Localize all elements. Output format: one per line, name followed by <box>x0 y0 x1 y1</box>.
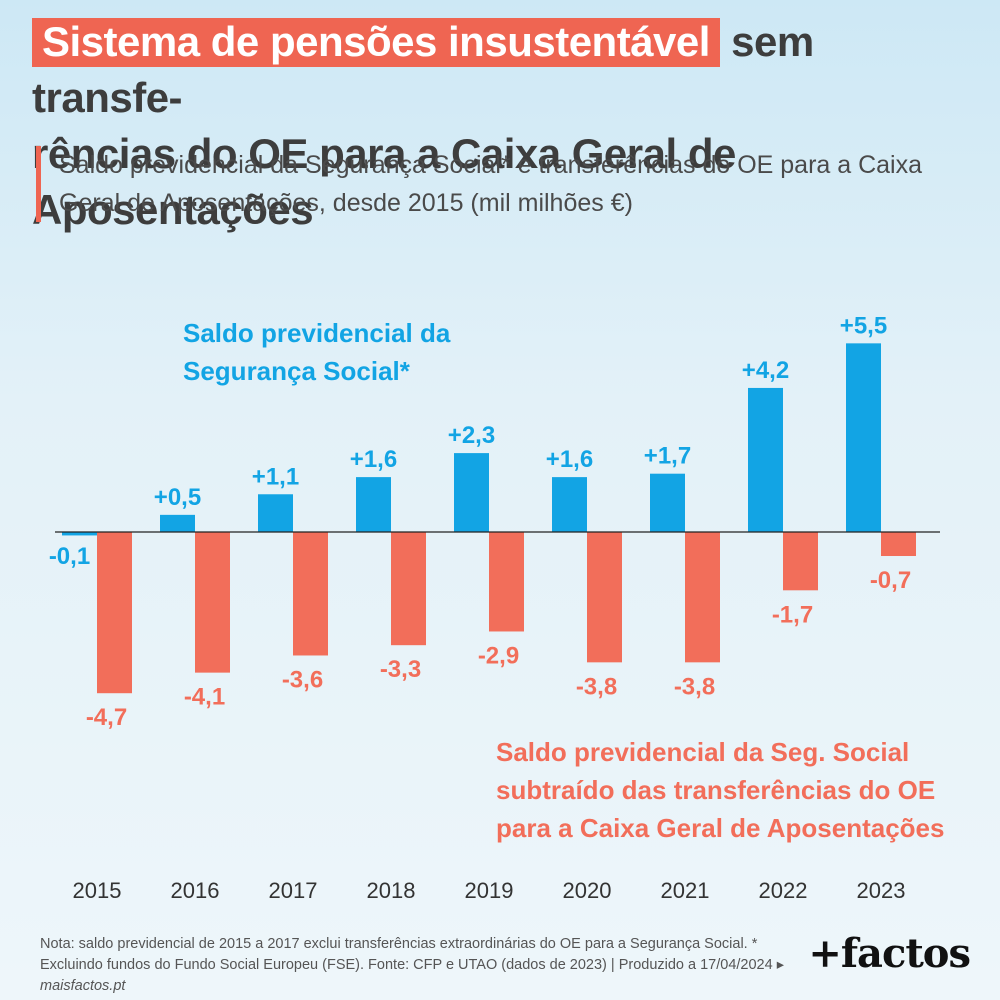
chart-subtitle: Saldo previdencial da Segurança Social* … <box>36 146 989 222</box>
x-tick-2020: 2020 <box>563 878 612 903</box>
label-saldo-2019: +2,3 <box>448 422 495 449</box>
footnote: Nota: saldo previdencial de 2015 a 2017 … <box>40 934 800 997</box>
bar-saldo-menos-cga-2022 <box>783 532 818 591</box>
series-label-saldo-menos-cga-line-2: subtraído das transferências do OE <box>496 775 935 805</box>
x-tick-2015: 2015 <box>73 878 122 903</box>
label-saldo-2016: +0,5 <box>154 484 201 511</box>
bar-saldo-2021 <box>650 473 685 532</box>
bar-saldo-menos-cga-2021 <box>685 532 720 663</box>
x-tick-2017: 2017 <box>269 878 318 903</box>
bar-saldo-2018 <box>356 477 391 532</box>
title-highlight: Sistema de pensões insustentável <box>32 18 720 67</box>
label-saldo-2018: +1,6 <box>350 446 397 473</box>
series-label-saldo-menos-cga-line-1: Saldo previdencial da Seg. Social <box>496 737 909 767</box>
bar-saldo-2020 <box>552 477 587 532</box>
label-saldo-2021: +1,7 <box>644 443 691 470</box>
bar-saldo-2015 <box>62 532 97 536</box>
bar-saldo-menos-cga-2020 <box>587 532 622 663</box>
label-saldo-2020: +1,6 <box>546 446 593 473</box>
x-tick-2023: 2023 <box>857 878 906 903</box>
label-saldo-menos-cga-2016: -4,1 <box>184 684 225 711</box>
bar-saldo-2016 <box>160 514 195 532</box>
bar-saldo-2023 <box>846 343 881 532</box>
title-rest-line2: rências do OE para a Caixa Geral de Apos… <box>32 130 736 233</box>
brand-logo: +factos <box>808 930 971 977</box>
bar-saldo-2019 <box>454 453 489 532</box>
title-rest-line1: sem transfe- <box>32 18 814 121</box>
x-tick-2019: 2019 <box>465 878 514 903</box>
bar-saldo-2017 <box>258 494 293 532</box>
label-saldo-2015: -0,1 <box>49 543 90 570</box>
x-tick-2018: 2018 <box>367 878 416 903</box>
bar-saldo-menos-cga-2015 <box>97 532 132 694</box>
footnote-text: Nota: saldo previdencial de 2015 a 2017 … <box>40 936 784 973</box>
chart-title: Sistema de pensões insustentável sem tra… <box>32 14 972 238</box>
label-saldo-menos-cga-2022: -1,7 <box>772 601 813 628</box>
x-tick-2022: 2022 <box>759 878 808 903</box>
label-saldo-2023: +5,5 <box>840 312 887 339</box>
label-saldo-menos-cga-2021: -3,8 <box>674 673 715 700</box>
footnote-site: maisfactos.pt <box>40 978 126 994</box>
bar-saldo-menos-cga-2017 <box>293 532 328 656</box>
label-saldo-menos-cga-2017: -3,6 <box>282 666 323 693</box>
bar-saldo-2022 <box>748 387 783 532</box>
x-tick-2016: 2016 <box>171 878 220 903</box>
bar-saldo-menos-cga-2023 <box>881 532 916 557</box>
bar-saldo-menos-cga-2016 <box>195 532 230 673</box>
series-label-saldo-line-1: Saldo previdencial da <box>183 318 451 348</box>
bar-saldo-menos-cga-2018 <box>391 532 426 646</box>
x-tick-2021: 2021 <box>661 878 710 903</box>
label-saldo-menos-cga-2015: -4,7 <box>86 704 127 731</box>
series-label-saldo-line-2: Segurança Social* <box>183 356 411 386</box>
label-saldo-menos-cga-2018: -3,3 <box>380 656 421 683</box>
label-saldo-menos-cga-2023: -0,7 <box>870 567 911 594</box>
bar-saldo-menos-cga-2019 <box>489 532 524 632</box>
label-saldo-menos-cga-2019: -2,9 <box>478 642 519 669</box>
series-label-saldo-menos-cga-line-3: para a Caixa Geral de Aposentações <box>496 813 944 843</box>
label-saldo-2017: +1,1 <box>252 463 299 490</box>
label-saldo-2022: +4,2 <box>742 357 789 384</box>
label-saldo-menos-cga-2020: -3,8 <box>576 673 617 700</box>
